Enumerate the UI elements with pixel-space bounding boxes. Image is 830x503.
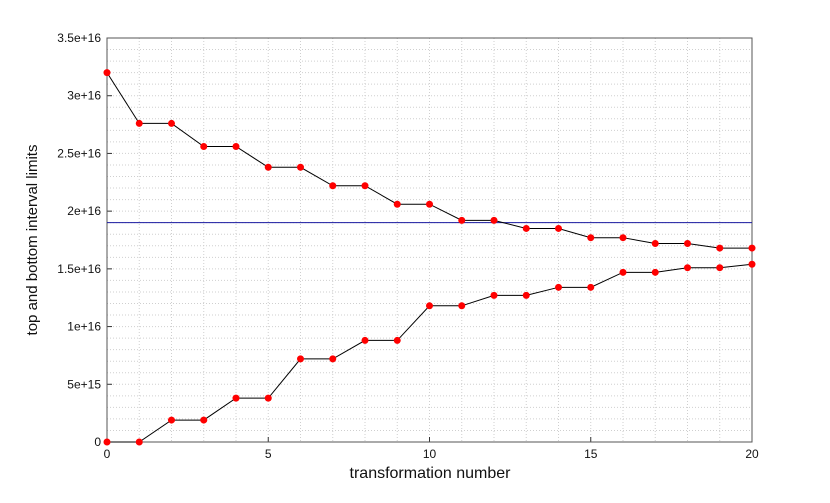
data-point bbox=[490, 216, 498, 224]
data-point bbox=[168, 416, 175, 424]
data-point bbox=[716, 264, 724, 272]
data-point bbox=[168, 119, 175, 127]
data-point bbox=[684, 264, 691, 272]
y-tick-label: 3.5e+16 bbox=[57, 31, 101, 45]
data-point bbox=[619, 234, 627, 242]
x-tick-label: 5 bbox=[265, 447, 272, 461]
data-point bbox=[264, 394, 272, 402]
data-point bbox=[651, 239, 659, 247]
x-tick-label: 10 bbox=[423, 447, 437, 461]
data-point bbox=[458, 216, 466, 224]
data-point bbox=[587, 234, 595, 242]
y-tick-label: 3e+16 bbox=[67, 89, 101, 103]
data-point bbox=[297, 355, 304, 363]
data-point bbox=[684, 239, 691, 247]
data-point bbox=[361, 336, 369, 344]
data-point bbox=[522, 224, 530, 232]
y-tick-label: 2e+16 bbox=[67, 204, 101, 218]
data-point bbox=[393, 200, 401, 208]
axes-frame bbox=[106, 37, 753, 443]
data-point bbox=[716, 244, 724, 252]
data-point bbox=[522, 291, 530, 299]
data-point bbox=[555, 283, 562, 291]
y-tick-label: 5e+15 bbox=[67, 377, 101, 391]
data-point bbox=[426, 200, 433, 208]
data-point bbox=[135, 438, 143, 446]
y-axis-label: top and bottom interval limits bbox=[24, 145, 41, 336]
data-point bbox=[200, 416, 208, 424]
data-point bbox=[555, 224, 562, 232]
x-tick-label: 15 bbox=[584, 447, 598, 461]
x-axis-label: transformation number bbox=[350, 465, 512, 482]
x-tick-label: 0 bbox=[104, 447, 111, 461]
data-point bbox=[232, 143, 240, 151]
data-point bbox=[651, 268, 659, 276]
data-point bbox=[329, 355, 337, 363]
y-tick-label: 0 bbox=[94, 435, 101, 449]
data-point bbox=[135, 119, 143, 127]
data-point bbox=[264, 163, 272, 171]
data-point bbox=[426, 302, 433, 310]
data-point bbox=[361, 182, 369, 190]
data-point bbox=[103, 69, 111, 77]
data-point bbox=[748, 244, 756, 252]
data-point bbox=[458, 302, 466, 310]
data-point bbox=[393, 336, 401, 344]
data-point bbox=[200, 143, 208, 151]
y-tick-label: 2.5e+16 bbox=[57, 146, 101, 160]
data-point bbox=[619, 268, 627, 276]
data-point bbox=[103, 438, 111, 446]
data-point bbox=[232, 394, 240, 402]
y-tick-label: 1e+16 bbox=[67, 320, 101, 334]
data-point bbox=[587, 283, 595, 291]
data-point bbox=[748, 260, 756, 268]
data-point bbox=[297, 163, 304, 171]
data-point bbox=[490, 291, 498, 299]
y-tick-label: 1.5e+16 bbox=[57, 262, 101, 276]
data-point bbox=[329, 182, 337, 190]
x-tick-label: 20 bbox=[745, 447, 759, 461]
